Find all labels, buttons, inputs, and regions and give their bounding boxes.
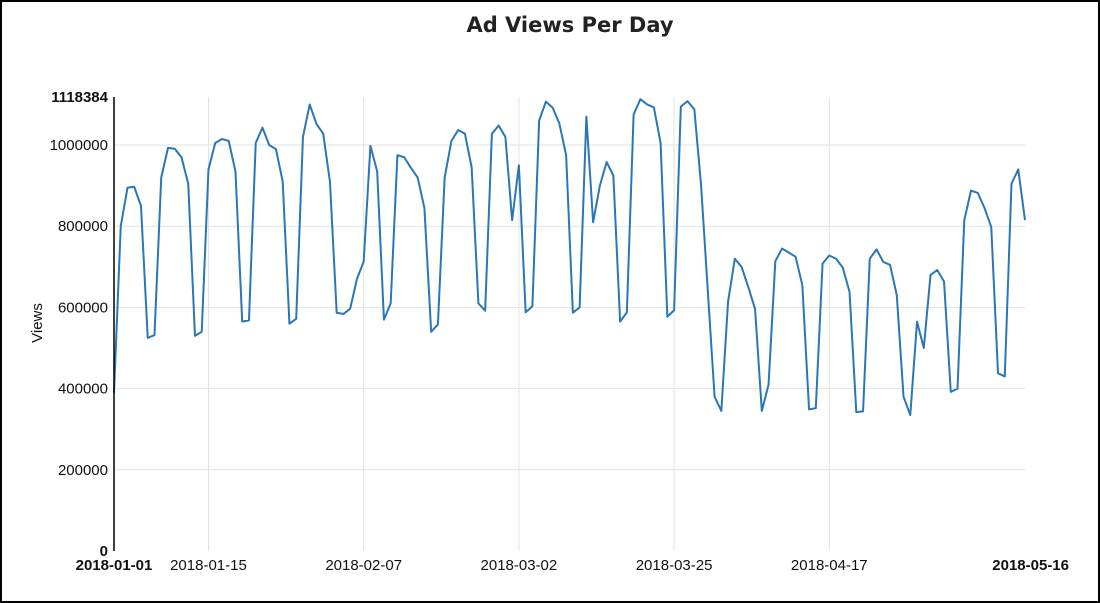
y-tick-label: 0 xyxy=(100,543,108,560)
y-tick-label: 1000000 xyxy=(50,137,108,154)
x-tick-label: 2018-03-25 xyxy=(636,557,713,574)
x-tick-label: 2018-01-15 xyxy=(170,557,247,574)
x-tick-label: 2018-05-16 xyxy=(992,557,1069,574)
grid-lines xyxy=(114,97,1025,551)
y-tick-label: 600000 xyxy=(58,299,108,316)
y-axis-label: Views xyxy=(29,303,46,343)
x-tick-label: 2018-01-01 xyxy=(76,557,153,574)
y-tick-label: 400000 xyxy=(58,381,108,398)
chart-title: Ad Views Per Day xyxy=(466,13,673,37)
x-tick-label: 2018-03-02 xyxy=(481,557,558,574)
series-line xyxy=(113,98,1026,417)
x-tick-label: 2018-04-17 xyxy=(791,557,868,574)
x-tick-label: 2018-02-07 xyxy=(325,557,402,574)
y-tick-label: 200000 xyxy=(58,462,108,479)
y-tick-label: 800000 xyxy=(58,218,108,235)
series-layer xyxy=(113,98,1026,417)
y-axis-ticks: 0 200000 400000 600000 800000 1000000 1118384 xyxy=(50,89,109,560)
y-tick-label: 1118384 xyxy=(51,89,108,106)
x-axis-ticks: 2018-01-01 2018-01-15 2018-02-07 2018-03-02… xyxy=(76,557,1069,574)
